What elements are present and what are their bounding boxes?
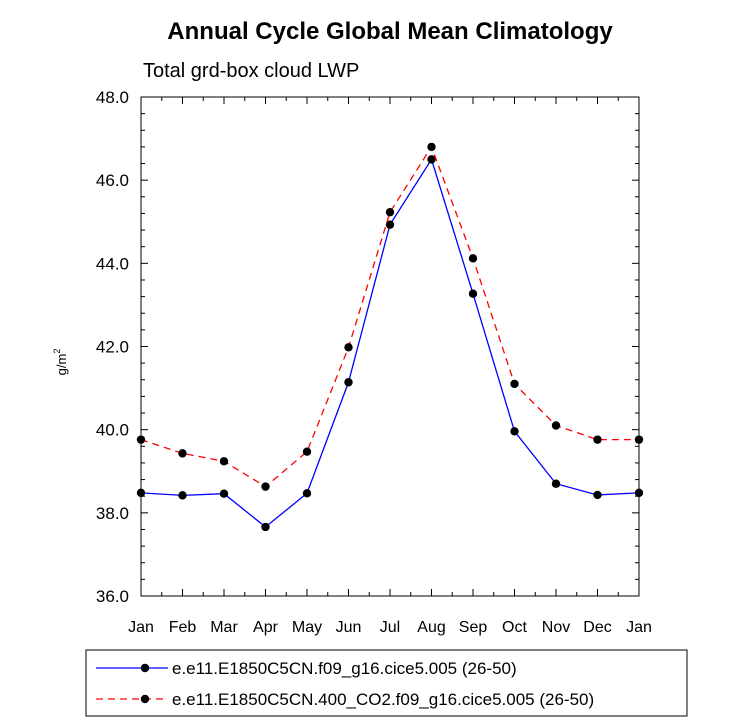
x-tick-label: May (292, 619, 322, 636)
x-tick-label: Jun (336, 619, 362, 636)
plot-frame (140, 96, 640, 597)
series-1-point (551, 479, 561, 488)
x-tick-label: Mar (210, 619, 238, 636)
series-1-point (261, 522, 270, 532)
x-tick-label: Jan (128, 619, 154, 636)
y-tick-label: 38.0 (96, 504, 129, 523)
legend-label-1: e.e11.E1850C5CN.f09_g16.cice5.005 (26-50… (172, 659, 517, 678)
legend-marker-2 (140, 694, 150, 704)
series-1-point (468, 289, 478, 298)
legend-label-2: e.e11.E1850C5CN.400_CO2.f09_g16.cice5.00… (172, 690, 594, 709)
series-2-point (178, 449, 187, 458)
y-tick-label: 40.0 (96, 421, 129, 440)
legend: e.e11.E1850C5CN.f09_g16.cice5.005 (26-50… (85, 649, 688, 717)
y-tick-label: 44.0 (96, 254, 129, 273)
x-tick-label: Oct (502, 619, 527, 636)
series-2-point (385, 207, 395, 217)
series-2-point (302, 447, 312, 456)
series-1-point (344, 378, 353, 387)
y-tick-label: 46.0 (96, 171, 129, 190)
x-tick-label: Sep (459, 619, 488, 636)
series-2-point (551, 421, 561, 430)
series-1-point (593, 490, 602, 500)
series-1-point (302, 489, 312, 498)
x-tick-label: Jul (380, 619, 400, 636)
x-tick-label: Aug (417, 619, 445, 636)
series-2-line (140, 145, 639, 488)
series-2-point (344, 343, 353, 352)
series-layer (136, 142, 644, 532)
legend-box (85, 649, 688, 717)
y-tick-label: 36.0 (96, 587, 129, 606)
x-tick-label: Apr (253, 619, 279, 636)
x-tick-label: Feb (169, 619, 197, 636)
series-2-point (427, 142, 436, 152)
series-2-point (219, 457, 229, 466)
series-1-point (385, 220, 395, 229)
x-tick-label: Nov (542, 619, 570, 636)
x-tick-label: Dec (583, 619, 611, 636)
series-2-point (510, 379, 519, 389)
y-tick-label: 48.0 (96, 88, 129, 107)
x-tick-label: Jan (626, 619, 652, 636)
chart-title: Annual Cycle Global Mean Climatology (167, 18, 613, 45)
chart-subtitle: Total grd-box cloud LWP (143, 60, 359, 82)
y-tick-label: 42.0 (96, 338, 129, 357)
series-2-point (593, 435, 602, 444)
series-1-point (219, 489, 229, 498)
series-1-point (510, 427, 519, 436)
y-axis-label: g/m2 (52, 349, 69, 376)
series-1-point (427, 155, 436, 164)
series-2-point (468, 254, 478, 263)
series-1 (136, 155, 644, 532)
series-2 (136, 142, 644, 491)
legend-marker-1 (140, 663, 150, 673)
axis-ticks: Jan Feb Mar Apr May Jun Jul Aug Sep Oct Nov Dec Jan 3… (96, 88, 652, 636)
series-2-point (261, 482, 270, 491)
series-1-point (178, 491, 187, 500)
